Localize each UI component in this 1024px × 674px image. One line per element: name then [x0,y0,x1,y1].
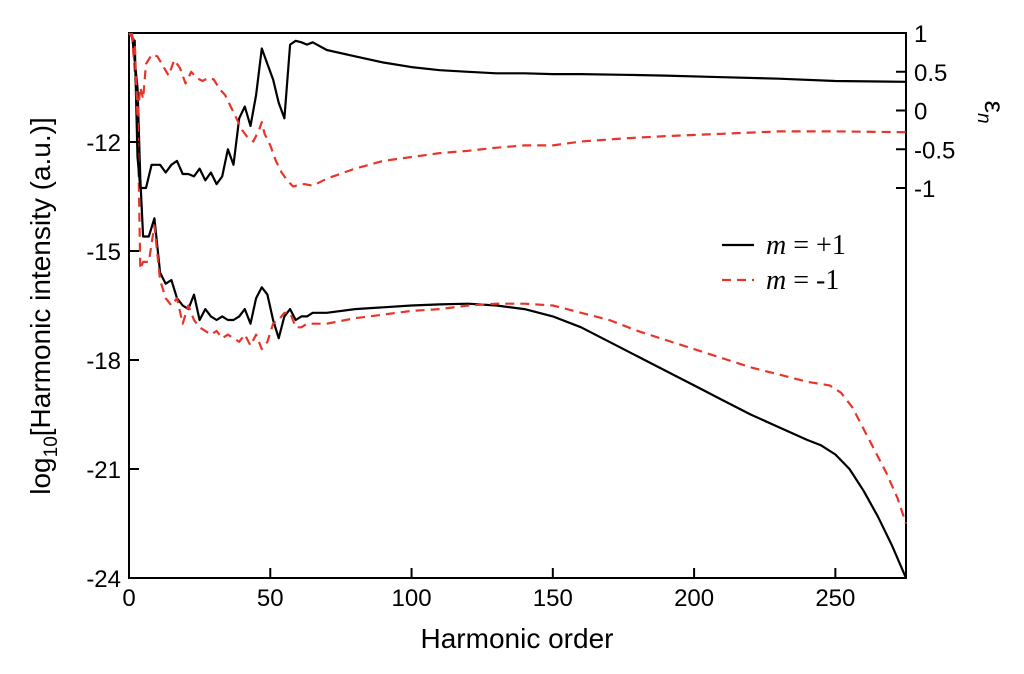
y-left-tick-label: -12 [86,130,121,157]
x-tick-label: 200 [674,585,714,612]
y-axis-left-title-prefix: log [25,457,56,494]
legend-label-m-minus: m = -1 [766,265,839,296]
x-axis-title: Harmonic order [421,623,614,654]
x-tick-label: 250 [815,585,855,612]
y-left-tick-label: -18 [86,348,121,375]
legend-eq-m-minus: = -1 [786,265,839,296]
series-layer [128,32,908,579]
x-tick-label: 50 [257,585,284,612]
y-axis-right-title: εn [973,100,1010,123]
y-right-tick-label: 0 [914,99,927,126]
series-line-1 [130,32,908,524]
y-right-tick-label: 1 [914,21,927,48]
series-line-3 [128,32,907,188]
y-axis-left-title-rest: [Harmonic intensity (a.u.)] [25,117,56,436]
legend-var-m-minus: m [766,265,786,296]
y-axis-left-title: log10[Harmonic intensity (a.u.)] [25,117,62,495]
x-tick-label: 150 [533,585,573,612]
ticks-layer: 0 50 100 150 200 250 -12 -15 -18 -21 -24 1 0.5 0 -0.5 -… [86,21,955,612]
legend: m = +1 m = -1 [722,230,846,296]
x-tick-label: 100 [392,585,432,612]
x-tick-label: 0 [122,585,135,612]
plot-frame [128,32,907,579]
y-left-tick-label: -24 [86,566,121,593]
y-axis-right-title-main: ε [979,100,1010,112]
legend-var-m-plus: m [766,230,786,261]
series-line-2 [128,32,907,190]
legend-eq-m-plus: = +1 [786,230,846,261]
y-right-tick-label: 0.5 [914,60,947,87]
y-right-tick-label: -0.5 [914,137,955,164]
y-axis-left-title-sub: 10 [41,436,62,457]
series-line-0 [130,32,908,579]
y-left-tick-label: -15 [86,239,121,266]
y-axis-right-title-sub: n [973,113,994,124]
y-right-tick-label: -1 [914,176,935,203]
legend-label-m-plus: m = +1 [766,230,846,261]
y-left-tick-label: -21 [86,457,121,484]
